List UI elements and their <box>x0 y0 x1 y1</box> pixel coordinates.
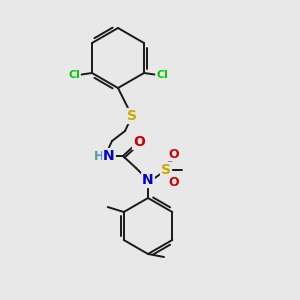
Text: O: O <box>169 176 179 188</box>
Text: N: N <box>103 149 115 163</box>
Text: S: S <box>161 163 171 177</box>
Text: H: H <box>94 149 104 163</box>
Text: Cl: Cl <box>68 70 80 80</box>
Text: O: O <box>169 148 179 160</box>
Text: O: O <box>133 135 145 149</box>
Text: N: N <box>142 173 154 187</box>
Text: Cl: Cl <box>156 70 168 80</box>
Text: S: S <box>127 109 137 123</box>
